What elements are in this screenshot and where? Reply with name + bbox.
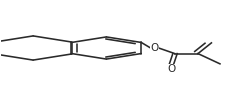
- Text: O: O: [167, 64, 175, 74]
- Text: O: O: [151, 43, 159, 53]
